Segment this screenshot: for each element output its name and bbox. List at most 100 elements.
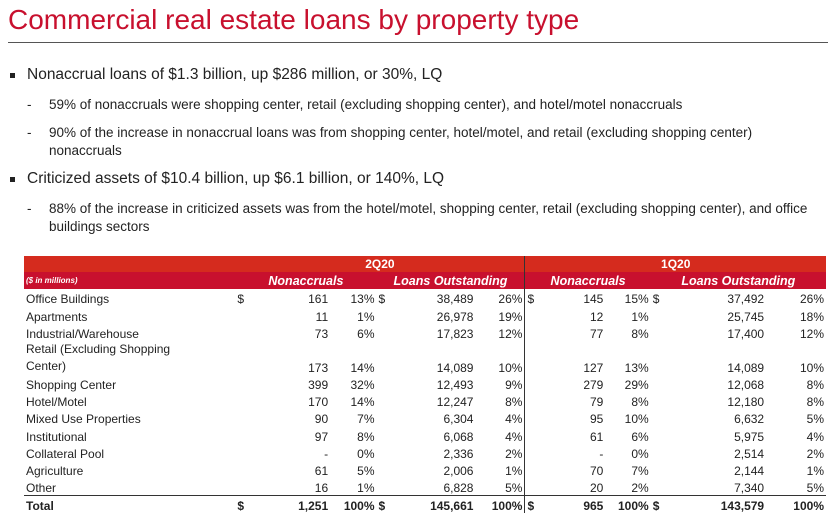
percent: 8% xyxy=(631,395,649,410)
table-row: Other 16 1% 6,828 5% 20 2% 7,340 5% xyxy=(24,477,826,496)
percent: 1% xyxy=(505,463,523,478)
table-row: Office Buildings $161 13% $38,489 26% $145 15%… xyxy=(24,289,826,307)
value: 12,180 xyxy=(727,395,765,410)
percent: 7% xyxy=(631,463,649,478)
percent: 9% xyxy=(505,377,523,392)
currency xyxy=(651,478,692,496)
percent: 100% xyxy=(605,495,651,514)
currency xyxy=(235,324,266,341)
value: 2,514 xyxy=(734,446,765,461)
currency xyxy=(651,409,692,426)
value: 70 xyxy=(589,463,604,478)
value: 173 xyxy=(308,360,329,375)
percent: 8% xyxy=(357,429,375,444)
value: 77 xyxy=(589,326,604,341)
bullet-text: Nonaccrual loans of $1.3 billion, up $28… xyxy=(27,66,443,83)
value: 965 xyxy=(555,495,606,514)
percent: 100% xyxy=(475,495,525,514)
currency: $ xyxy=(378,292,386,307)
currency: $ xyxy=(524,495,556,514)
currency xyxy=(524,426,556,444)
value: 161 xyxy=(308,292,329,307)
value: 399 xyxy=(308,377,329,392)
period-label: 1Q20 xyxy=(524,256,826,272)
currency xyxy=(651,306,692,323)
currency xyxy=(524,477,556,496)
currency xyxy=(377,341,408,375)
table-row: Total $1,251 100% $145,661 100% $965 100% $143,… xyxy=(24,495,826,514)
column-row: ($ in millions) Nonaccruals Loans Outstand… xyxy=(24,272,826,290)
currency xyxy=(651,341,692,375)
percent: 6% xyxy=(357,326,375,341)
percent: 10% xyxy=(624,412,649,427)
percent: 5% xyxy=(505,481,523,496)
value: 6,068 xyxy=(443,429,474,444)
percent: 4% xyxy=(505,429,523,444)
title: Commercial real estate loans by property… xyxy=(8,4,580,35)
percent: 18% xyxy=(799,309,824,324)
currency xyxy=(524,306,556,324)
currency xyxy=(524,443,556,461)
currency: $ xyxy=(235,495,267,514)
percent: 7% xyxy=(357,412,375,427)
value: 12 xyxy=(589,309,604,324)
percent: 5% xyxy=(357,463,375,478)
table-row: Agriculture 61 5% 2,006 1% 70 7% 2,144 1% xyxy=(24,460,826,478)
row-label-text: Shopping Center xyxy=(26,377,117,392)
row-label: Agriculture xyxy=(24,461,235,478)
currency xyxy=(651,426,692,443)
value: 17,400 xyxy=(727,326,765,341)
value: 127 xyxy=(583,360,604,375)
table-row: Shopping Center 399 32% 12,493 9% 279 29% 12,06… xyxy=(24,374,826,392)
currency xyxy=(377,375,408,392)
period-row: 2Q20 1Q20 xyxy=(24,256,826,272)
value: 6,304 xyxy=(443,412,474,427)
currency xyxy=(235,392,266,409)
currency: $ xyxy=(237,292,244,307)
value: 12,247 xyxy=(436,395,474,410)
row-label: Apartments xyxy=(24,306,235,324)
row-label: Mixed Use Properties xyxy=(24,409,235,426)
value: - xyxy=(324,446,329,461)
currency xyxy=(377,392,408,409)
currency xyxy=(651,375,692,392)
table-row: Retail (Excluding Shopping Center) 173 14%… xyxy=(24,340,826,375)
value: 26,978 xyxy=(436,309,474,324)
currency xyxy=(524,323,556,341)
value: 145 xyxy=(583,292,604,307)
value: 37,492 xyxy=(727,292,765,307)
row-label-text: Collateral Pool xyxy=(26,446,105,461)
percent: 0% xyxy=(357,446,375,461)
percent: 13% xyxy=(350,292,375,307)
value: 95 xyxy=(589,412,604,427)
percent: 8% xyxy=(806,377,824,392)
row-label-text: Other xyxy=(26,481,57,496)
percent: 12% xyxy=(799,326,824,341)
currency xyxy=(524,460,556,478)
percent: 10% xyxy=(799,360,824,375)
currency xyxy=(651,324,692,341)
percent: 12% xyxy=(498,326,523,341)
currency xyxy=(377,444,408,461)
percent: 26% xyxy=(498,292,523,307)
row-label: Total xyxy=(24,495,236,514)
percent: 1% xyxy=(357,481,375,496)
value: 12,493 xyxy=(436,377,474,392)
currency xyxy=(377,306,408,323)
value: 79 xyxy=(589,395,604,410)
currency xyxy=(377,478,408,496)
column-label: Nonaccruals xyxy=(235,272,377,290)
currency xyxy=(651,444,692,461)
percent: 1% xyxy=(357,309,375,324)
percent: 19% xyxy=(498,309,523,324)
bullet: Nonaccrual loans of $1.3 billion, up $28… xyxy=(10,66,442,84)
currency: $ xyxy=(650,495,692,514)
column-label: Loans Outstanding xyxy=(376,272,525,290)
currency xyxy=(235,306,266,323)
percent: 5% xyxy=(806,412,824,427)
bullet: Criticized assets of $10.4 billion, up $… xyxy=(10,170,444,188)
currency xyxy=(377,461,408,478)
currency xyxy=(235,375,266,392)
value: 6,828 xyxy=(443,481,474,496)
